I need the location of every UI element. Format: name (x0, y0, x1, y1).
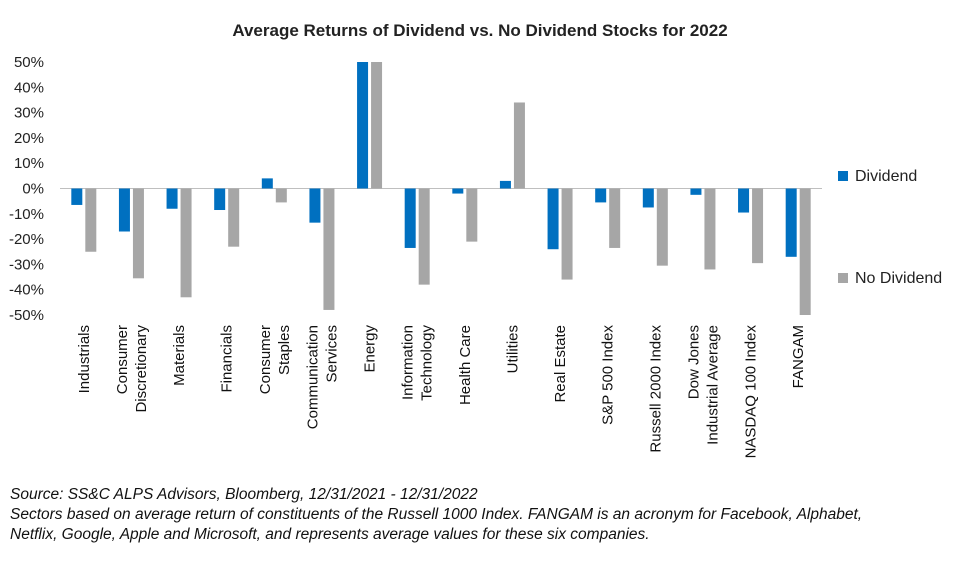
y-tick-label: 50% (14, 54, 44, 71)
dividend-bar (214, 188, 226, 211)
category-label: Services (323, 325, 340, 383)
no-dividend-bar (513, 102, 525, 189)
dividend-bar (118, 188, 130, 232)
y-tick-label: 40% (14, 79, 44, 96)
no-dividend-bar (704, 188, 716, 270)
dividend-bar (595, 188, 607, 203)
no-dividend-bar (418, 188, 430, 285)
description-note-line-2: Netflix, Google, Apple and Microsoft, an… (10, 526, 650, 543)
returns-chart: Average Returns of Dividend vs. No Divid… (9, 21, 942, 459)
dividend-bar (404, 188, 416, 248)
category-label: FANGAM (790, 325, 807, 388)
y-tick-label: -40% (9, 282, 44, 299)
category-label: Real Estate (552, 325, 569, 403)
category-label: Consumer (114, 325, 131, 394)
dividend-bar (738, 188, 750, 213)
legend-no-dividend-swatch (838, 273, 848, 283)
description-note-line-1: Sectors based on average return of const… (10, 506, 863, 523)
chart-title: Average Returns of Dividend vs. No Divid… (232, 21, 727, 40)
y-tick-label: 20% (14, 130, 44, 147)
category-label: Staples (276, 325, 293, 375)
no-dividend-bar (561, 188, 573, 280)
category-label: NASDAQ 100 Index (743, 325, 760, 459)
y-axis: 50% 40% 30% 20% 10% 0% -10% -20% -30% -40% -50% (9, 54, 44, 324)
no-dividend-bar (85, 188, 97, 252)
dividend-bar (499, 180, 511, 189)
no-dividend-bar (228, 188, 240, 247)
no-dividend-bar (609, 188, 621, 248)
y-tick-label: -50% (9, 307, 44, 324)
no-dividend-bar (752, 188, 764, 264)
category-label: Energy (362, 325, 379, 373)
category-label: Communication (304, 325, 321, 429)
category-label: Technology (419, 325, 436, 401)
dividend-bar (71, 188, 83, 205)
category-label: Consumer (257, 325, 274, 394)
category-label: Discretionary (133, 325, 150, 413)
category-label: Industrials (76, 325, 93, 393)
legend: Dividend No Dividend (838, 168, 942, 287)
legend-dividend-swatch (838, 171, 848, 181)
category-label: Materials (171, 325, 188, 386)
no-dividend-bar (656, 188, 668, 266)
category-label: Health Care (457, 325, 474, 405)
dividend-bar (547, 188, 559, 250)
no-dividend-bar (180, 188, 192, 298)
category-label: S&P 500 Index (600, 325, 617, 425)
category-label: Industrial Average (704, 325, 721, 445)
dividend-bar (642, 188, 654, 208)
y-tick-label: -10% (9, 206, 44, 223)
category-label: Dow Jones (685, 325, 702, 399)
y-tick-label: 10% (14, 155, 44, 172)
bars-group (71, 62, 811, 315)
dividend-bar (690, 188, 702, 195)
category-label: Russell 2000 Index (647, 325, 664, 453)
dividend-bar (357, 62, 369, 189)
y-tick-label: -20% (9, 231, 44, 248)
y-tick-label: -30% (9, 256, 44, 273)
dividend-bar (166, 188, 178, 209)
chart-notes: Source: SS&C ALPS Advisors, Bloomberg, 1… (10, 485, 955, 545)
y-tick-label: 0% (22, 181, 44, 198)
source-note: Source: SS&C ALPS Advisors, Bloomberg, 1… (10, 486, 478, 503)
no-dividend-bar (371, 62, 383, 189)
category-label: Financials (219, 325, 236, 393)
legend-no-dividend-label: No Dividend (855, 270, 942, 287)
no-dividend-bar (275, 188, 287, 203)
category-label: Utilities (504, 325, 521, 373)
no-dividend-bar (132, 188, 144, 279)
no-dividend-bar (323, 188, 335, 310)
category-label: Information (400, 325, 417, 400)
legend-dividend-label: Dividend (855, 168, 917, 185)
dividend-bar (261, 178, 273, 189)
dividend-bar (785, 188, 797, 257)
dividend-bar (452, 188, 464, 194)
no-dividend-bar (466, 188, 478, 242)
dividend-bar (309, 188, 321, 223)
no-dividend-bar (799, 188, 811, 315)
x-axis-labels: Industrials Consumer Discretionary Material… (76, 325, 807, 459)
y-tick-label: 30% (14, 105, 44, 122)
